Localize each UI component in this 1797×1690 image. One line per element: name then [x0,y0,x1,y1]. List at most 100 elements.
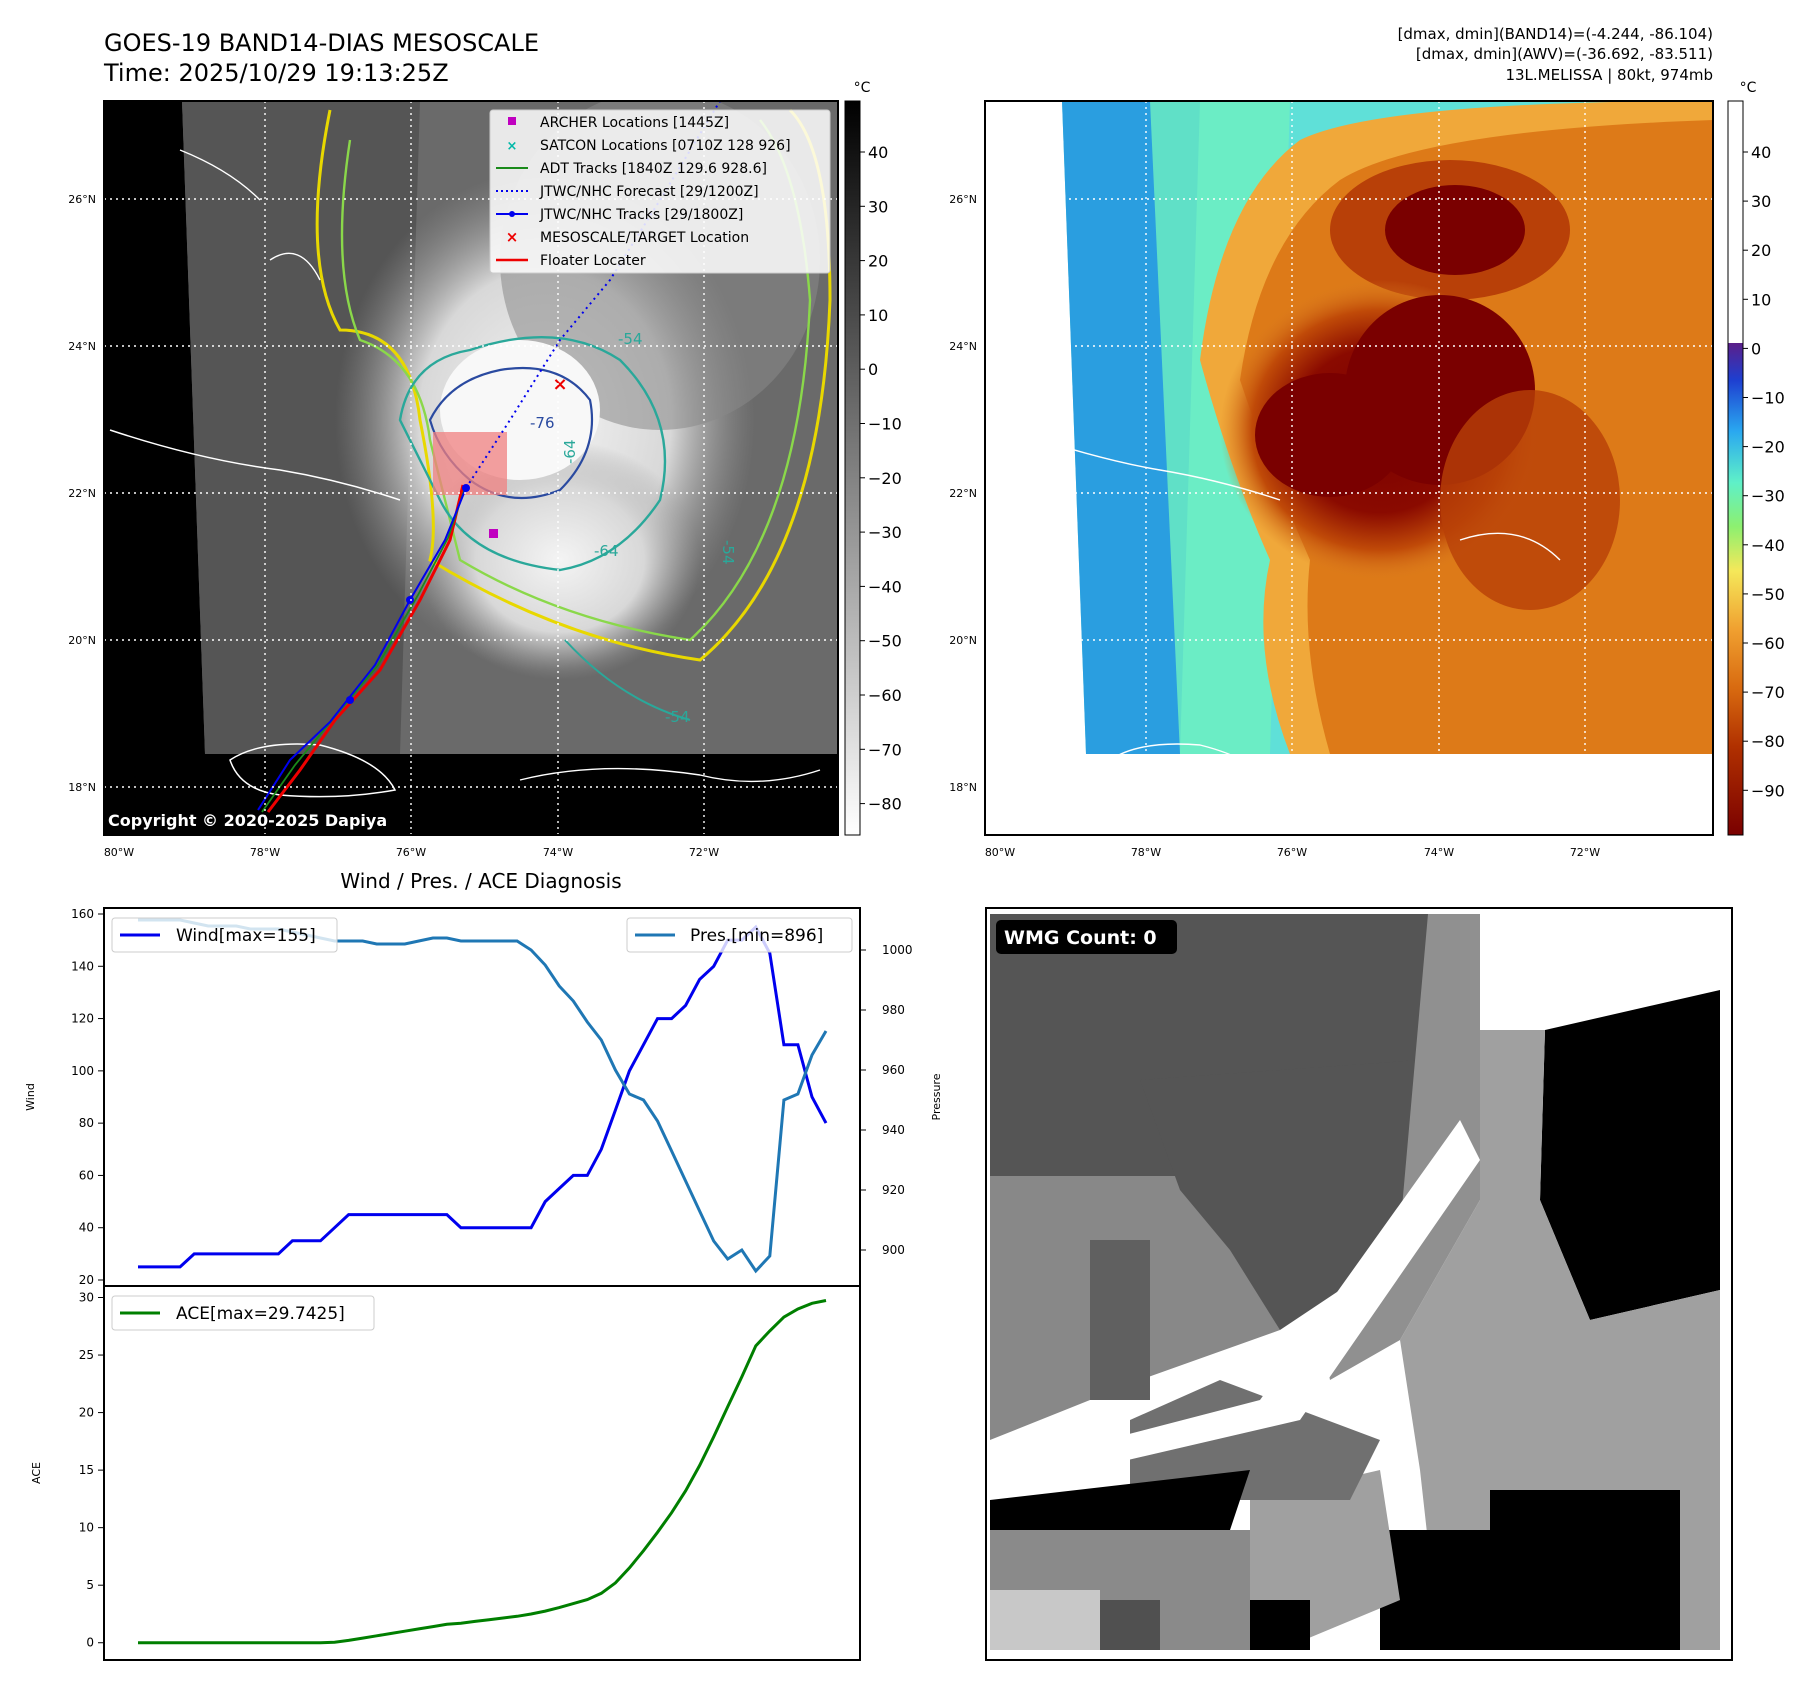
legend-satcon: SATCON Locations [0710Z 128 926] [540,138,791,154]
pressure-tick-label: 900 [882,1243,905,1257]
colorbar-tick-label: −30 [1751,487,1785,506]
svg-text:20°N: 20°N [949,634,977,647]
title-line2: Time: 2025/10/29 19:13:25Z [103,59,449,87]
colorbar-tick-label: −40 [868,577,902,596]
legend-archer: ARCHER Locations [1445Z] [540,115,729,131]
colorbar-tick-label: −20 [1751,438,1785,457]
colorbar-tick-label: 10 [868,306,888,325]
svg-text:20°N: 20°N [68,634,96,647]
stats-line2: [dmax, dmin](AWV)=(-36.692, -83.511) [1416,45,1713,63]
wind-axis-label: Wind [24,1083,37,1111]
ace-axis-label: ACE [30,1462,43,1484]
pressure-tick-label: 1000 [882,943,913,957]
right-map-lon-labels: 80°W 78°W 76°W 74°W 72°W [985,846,1600,859]
svg-text:26°N: 26°N [949,193,977,206]
pressure-tick-label: 960 [882,1063,905,1077]
colorbar-tick-label: −10 [1751,389,1785,408]
colorbar-tick-label: −40 [1751,536,1785,555]
ace-tick-label: 25 [79,1348,94,1362]
colorbar-tick-label: −20 [868,469,902,488]
wind-pressure-chart: Wind / Pres. / ACE Diagnosis Wind Pressu… [24,869,943,1287]
wind-tick-label: 20 [79,1273,94,1287]
contour-label: -64 [594,542,619,560]
ace-series-line [138,1299,827,1645]
wind-tick-label: 80 [79,1116,94,1130]
colorbar-tick-label: −70 [1751,683,1785,702]
right-map-panel: 80°W 78°W 76°W 74°W 72°W 26°N 24°N 22°N … [949,100,1714,859]
wind-tick-label: 100 [71,1064,94,1078]
legend-target: MESOSCALE/TARGET Location [540,230,749,246]
colorbar-tick-label: −30 [868,523,902,542]
svg-text:×: × [552,374,567,395]
legend-adt: ADT Tracks [1840Z 129.6 928.6] [540,161,767,177]
contour-label: -76 [530,414,555,432]
pressure-tick-label: 940 [882,1123,905,1137]
svg-text:72°W: 72°W [1570,846,1600,859]
svg-text:80°W: 80°W [104,846,134,859]
ace-tick-label: 5 [86,1578,94,1592]
wind-tick-label: 160 [71,907,94,921]
svg-text:78°W: 78°W [250,846,280,859]
wind-tick-label: 140 [71,959,94,973]
ace-tick-label: 0 [86,1636,94,1650]
colorbar-tick-label: −60 [1751,634,1785,653]
legend-floater: Floater Locater [540,253,646,269]
svg-text:°C: °C [1740,80,1757,96]
wind-tick-label: 120 [71,1012,94,1026]
svg-text:24°N: 24°N [68,340,96,353]
svg-text:22°N: 22°N [949,487,977,500]
left-colorbar: °C 40 30 20 10 0 −10 −20 −30 −40 −50 −60 −70 −80 [844,80,902,836]
contour-label: -64 [561,440,579,465]
right-colorbar: °C 40 30 20 10 0 −10 −20 −30 −40 −50 −60 −70 −80 −90 [1727,80,1785,836]
colorbar-tick-label: 10 [1751,290,1771,309]
svg-text:×: × [507,139,518,154]
legend-tracks: JTWC/NHC Tracks [29/1800Z] [539,207,743,223]
colorbar-tick-label: 30 [1751,192,1771,211]
right-map-lat-labels: 26°N 24°N 22°N 20°N 18°N [949,193,977,794]
svg-text:26°N: 26°N [68,193,96,206]
contour-label: -54 [665,708,690,726]
colorbar-tick-label: −80 [868,795,902,814]
colorbar-tick-label: 30 [868,197,888,216]
pressure-legend: Pres.[min=896] [626,917,853,953]
colorbar-tick-label: −80 [1751,732,1785,751]
pressure-legend-label: Pres.[min=896] [690,926,823,946]
wind-tick-label: 40 [79,1221,94,1235]
colorbar-tick-label: 40 [1751,143,1771,162]
colorbar-tick-label: 0 [1751,339,1761,358]
svg-text:24°N: 24°N [949,340,977,353]
stats-line3: 13L.MELISSA | 80kt, 974mb [1505,66,1713,84]
svg-text:18°N: 18°N [68,781,96,794]
title-line1: GOES-19 BAND14-DIAS MESOSCALE [104,29,539,57]
colorbar-tick-label: −90 [1751,781,1785,800]
colorbar-tick-label: −50 [1751,585,1785,604]
chart-title: Wind / Pres. / ACE Diagnosis [340,869,621,893]
wind-legend-label: Wind[max=155] [176,926,316,946]
ace-tick-label: 20 [79,1406,94,1420]
pressure-axis-label: Pressure [930,1073,943,1120]
map-legend: × × ARCHER Locations [1445Z] SATCON Loca… [489,109,831,274]
colorbar-tick-label: −70 [868,740,902,759]
colorbar-tick-label: −60 [868,686,902,705]
colorbar-tick-label: −50 [868,632,902,651]
ace-tick-label: 10 [79,1521,94,1535]
left-map-lat-labels: 26°N 24°N 22°N 20°N 18°N [68,193,96,794]
ace-chart: ACE 0 5 10 15 20 25 30 ACE[max=29.7425] [30,1285,861,1661]
svg-text:78°W: 78°W [1131,846,1161,859]
left-map-lon-labels: 80°W 78°W 76°W 74°W 72°W [104,846,719,859]
colorbar-tick-label: 20 [868,252,888,271]
ace-legend-label: ACE[max=29.7425] [176,1304,345,1324]
copyright: Copyright © 2020-2025 Dapiya [108,811,387,830]
colorbar-tick-label: 40 [868,143,888,162]
wind-series-line [138,924,828,1269]
svg-text:°C: °C [854,80,871,96]
svg-text:76°W: 76°W [1277,846,1307,859]
colorbar-tick-label: 0 [868,360,878,379]
ace-tick-label: 15 [79,1463,94,1477]
pressure-tick-label: 920 [882,1183,905,1197]
wind-legend: Wind[max=155] [111,917,338,953]
svg-text:22°N: 22°N [68,487,96,500]
ace-legend: ACE[max=29.7425] [111,1295,375,1331]
contour-label: -54 [719,540,737,565]
